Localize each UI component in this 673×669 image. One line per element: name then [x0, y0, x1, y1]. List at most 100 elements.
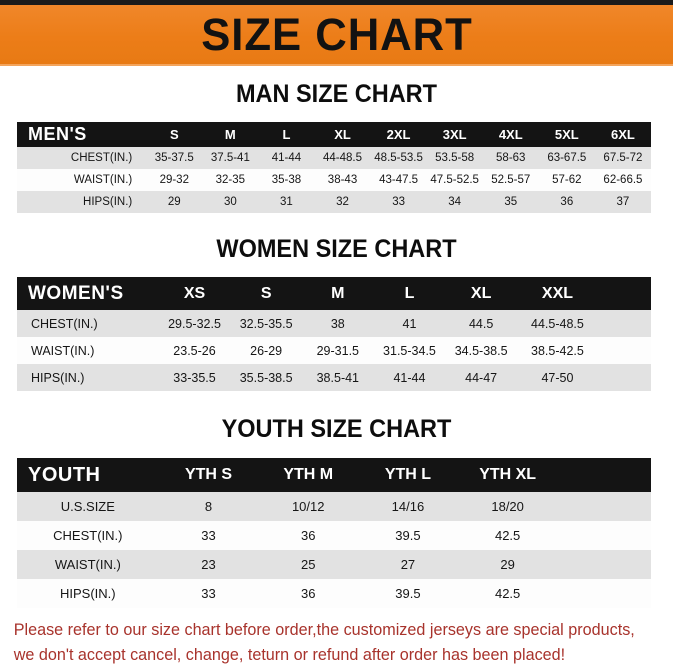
table-cell: 62-66.5 — [594, 169, 651, 191]
table-row: WAIST(IN.) 29-32 32-35 35-38 38-43 43-47… — [17, 169, 651, 191]
table-cell: 18/20 — [457, 492, 558, 521]
table-row: CHEST(IN.) 35-37.5 37.5-41 41-44 44-48.5… — [17, 147, 651, 169]
man-row-label-waist: WAIST(IN.) — [17, 169, 147, 191]
table-cell: 44-47 — [445, 364, 517, 391]
table-cell: 29-31.5 — [301, 337, 374, 364]
table-cell: 26-29 — [230, 337, 302, 364]
table-cell: 31.5-34.5 — [373, 337, 446, 364]
table-cell: 36 — [258, 521, 359, 550]
table-cell: 29 — [457, 550, 558, 579]
women-size-table: WOMEN'S XS S M L XL XXL CHEST(IN.) 29.5-… — [17, 277, 651, 391]
youth-col-s: YTH S — [158, 458, 259, 492]
table-cell: 29-32 — [146, 169, 203, 191]
women-table-body: CHEST(IN.) 29.5-32.5 32.5-35.5 38 41 44.… — [17, 310, 651, 391]
man-col-4xl: 4XL — [482, 122, 539, 147]
youth-size-table: YOUTH YTH S YTH M YTH L YTH XL U.S.SIZE … — [17, 458, 651, 608]
table-cell: 35.5-38.5 — [230, 364, 302, 391]
man-col-l: L — [258, 122, 315, 147]
section-title-youth: YOUTH SIZE CHART — [221, 415, 452, 443]
table-cell: 36 — [538, 191, 595, 213]
man-col-s: S — [146, 122, 203, 147]
man-corner-label: MEN'S — [17, 122, 147, 147]
women-col-xxl: XXL — [516, 277, 598, 310]
man-col-2xl: 2XL — [370, 122, 427, 147]
youth-col-l: YTH L — [358, 458, 458, 492]
table-cell: 8 — [158, 492, 259, 521]
table-cell: 47.5-52.5 — [426, 169, 483, 191]
women-col-s: S — [230, 277, 302, 310]
man-size-table: MEN'S S M L XL 2XL 3XL 4XL 5XL 6XL CHEST… — [17, 122, 651, 213]
table-cell: 41 — [373, 310, 446, 337]
table-cell: 34.5-38.5 — [445, 337, 517, 364]
table-cell: 32.5-35.5 — [230, 310, 302, 337]
table-cell: 44.5 — [445, 310, 517, 337]
footer-line-1: Please refer to our size chart before or… — [13, 621, 635, 639]
women-col-xs: XS — [158, 277, 231, 310]
table-cell — [557, 492, 651, 521]
table-cell: 23.5-26 — [158, 337, 231, 364]
table-cell: 41-44 — [258, 147, 315, 169]
table-cell: 30 — [202, 191, 259, 213]
table-cell: 44-48.5 — [314, 147, 371, 169]
youth-table-body: U.S.SIZE 8 10/12 14/16 18/20 CHEST(IN.) … — [17, 492, 651, 608]
table-cell: 27 — [358, 550, 458, 579]
table-cell: 58-63 — [482, 147, 539, 169]
table-cell: 57-62 — [538, 169, 595, 191]
table-cell: 35-37.5 — [146, 147, 203, 169]
table-cell: 33-35.5 — [158, 364, 231, 391]
section-title-man: MAN SIZE CHART — [235, 80, 438, 108]
table-cell: 33 — [158, 521, 259, 550]
women-col-xl: XL — [445, 277, 517, 310]
table-row: CHEST(IN.) 33 36 39.5 42.5 — [17, 521, 651, 550]
women-row-label-waist: WAIST(IN.) — [17, 337, 159, 364]
table-row: WAIST(IN.) 23.5-26 26-29 29-31.5 31.5-34… — [17, 337, 651, 364]
youth-col-xl: YTH XL — [457, 458, 558, 492]
women-row-label-hips: HIPS(IN.) — [17, 364, 159, 391]
table-cell — [557, 521, 651, 550]
man-row-label-chest: CHEST(IN.) — [17, 147, 147, 169]
table-cell: 44.5-48.5 — [516, 310, 598, 337]
women-col-l: L — [373, 277, 446, 310]
page-title: SIZE CHART — [200, 9, 473, 60]
table-cell: 38.5-41 — [301, 364, 374, 391]
man-row-label-hips: HIPS(IN.) — [17, 191, 147, 213]
table-cell: 63-67.5 — [538, 147, 595, 169]
man-col-5xl: 5XL — [538, 122, 595, 147]
table-cell: 48.5-53.5 — [370, 147, 427, 169]
page-banner: SIZE CHART — [0, 5, 673, 66]
table-row: CHEST(IN.) 29.5-32.5 32.5-35.5 38 41 44.… — [17, 310, 651, 337]
table-cell — [557, 550, 651, 579]
table-cell: 29 — [146, 191, 203, 213]
table-cell: 38.5-42.5 — [516, 337, 598, 364]
youth-row-label-waist: WAIST(IN.) — [17, 550, 159, 579]
youth-corner-label: YOUTH — [17, 458, 159, 492]
table-row: HIPS(IN.) 33-35.5 35.5-38.5 38.5-41 41-4… — [17, 364, 651, 391]
table-cell: 39.5 — [358, 579, 458, 608]
footer-line-2: we don't accept cancel, change, teturn o… — [13, 646, 566, 664]
table-cell: 14/16 — [358, 492, 458, 521]
table-cell: 53.5-58 — [426, 147, 483, 169]
table-cell: 32-35 — [202, 169, 259, 191]
man-size-table-wrap: MEN'S S M L XL 2XL 3XL 4XL 5XL 6XL CHEST… — [17, 122, 651, 213]
table-cell: 23 — [158, 550, 259, 579]
table-cell: 67.5-72 — [594, 147, 651, 169]
footer-disclaimer: Please refer to our size chart before or… — [0, 618, 660, 668]
table-cell — [597, 310, 651, 337]
top-dark-strip — [0, 0, 673, 5]
table-cell: 35 — [482, 191, 539, 213]
youth-size-table-wrap: YOUTH YTH S YTH M YTH L YTH XL U.S.SIZE … — [17, 458, 651, 608]
man-col-3xl: 3XL — [426, 122, 483, 147]
table-header-row: YOUTH YTH S YTH M YTH L YTH XL — [17, 458, 651, 492]
table-cell: 42.5 — [457, 579, 558, 608]
table-row: WAIST(IN.) 23 25 27 29 — [17, 550, 651, 579]
table-cell: 25 — [258, 550, 359, 579]
table-cell: 43-47.5 — [370, 169, 427, 191]
table-cell — [557, 579, 651, 608]
table-cell: 42.5 — [457, 521, 558, 550]
table-cell: 35-38 — [258, 169, 315, 191]
youth-col-empty — [557, 458, 651, 492]
table-cell: 10/12 — [258, 492, 359, 521]
table-cell: 33 — [158, 579, 259, 608]
table-cell: 34 — [426, 191, 483, 213]
table-cell: 38 — [301, 310, 374, 337]
